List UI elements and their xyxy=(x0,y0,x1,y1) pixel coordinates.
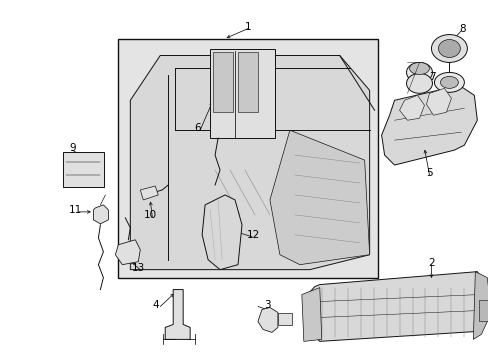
Polygon shape xyxy=(399,95,424,120)
Polygon shape xyxy=(304,272,486,341)
Polygon shape xyxy=(472,272,488,339)
Polygon shape xyxy=(426,88,450,115)
Ellipse shape xyxy=(408,62,428,75)
Text: 10: 10 xyxy=(143,210,157,220)
Polygon shape xyxy=(93,205,108,224)
Text: 3: 3 xyxy=(264,300,271,310)
Text: 13: 13 xyxy=(131,263,144,273)
Polygon shape xyxy=(115,240,140,265)
Text: 1: 1 xyxy=(244,22,251,32)
Text: 12: 12 xyxy=(246,230,259,240)
FancyBboxPatch shape xyxy=(478,300,488,321)
Text: 9: 9 xyxy=(69,143,76,153)
FancyBboxPatch shape xyxy=(210,49,274,138)
Polygon shape xyxy=(118,39,377,278)
Text: 7: 7 xyxy=(428,72,435,82)
Text: 4: 4 xyxy=(152,300,158,310)
Polygon shape xyxy=(269,130,369,265)
Ellipse shape xyxy=(406,73,431,93)
Polygon shape xyxy=(258,307,277,332)
FancyBboxPatch shape xyxy=(62,152,104,187)
Ellipse shape xyxy=(433,72,464,92)
Polygon shape xyxy=(140,186,158,200)
Polygon shape xyxy=(381,85,476,165)
FancyBboxPatch shape xyxy=(213,53,233,112)
Text: 5: 5 xyxy=(425,168,432,178)
Polygon shape xyxy=(130,55,369,270)
Text: 11: 11 xyxy=(69,205,82,215)
FancyBboxPatch shape xyxy=(277,314,291,325)
Ellipse shape xyxy=(438,40,459,58)
Polygon shape xyxy=(301,288,321,341)
Polygon shape xyxy=(165,289,190,339)
Polygon shape xyxy=(202,195,242,270)
Text: 8: 8 xyxy=(458,24,465,33)
Text: 6: 6 xyxy=(193,123,200,133)
Ellipse shape xyxy=(406,62,431,82)
FancyBboxPatch shape xyxy=(238,53,258,112)
Ellipse shape xyxy=(430,35,467,62)
Text: 2: 2 xyxy=(427,258,434,268)
Ellipse shape xyxy=(440,76,457,88)
